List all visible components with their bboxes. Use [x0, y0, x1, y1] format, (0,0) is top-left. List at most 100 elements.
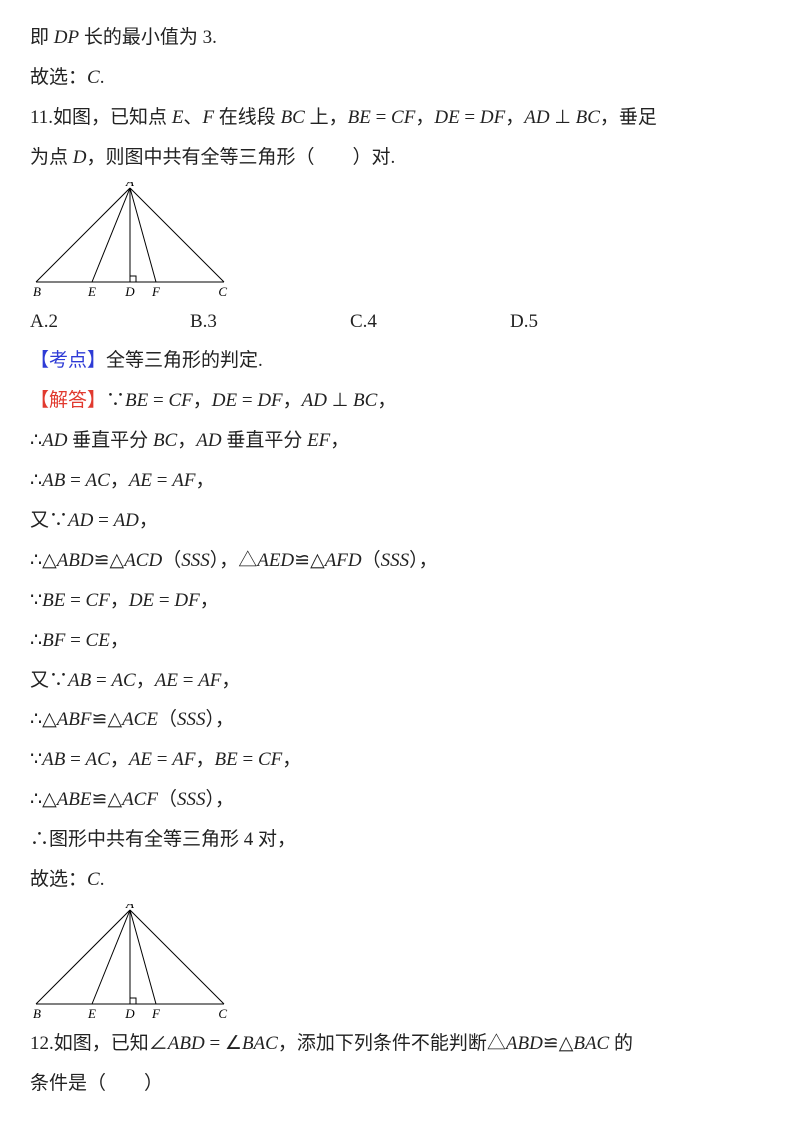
txt: 又∵ — [30, 510, 68, 531]
txt: ，则图中共有全等三角形（ ）对. — [87, 147, 396, 168]
txt: ⊥ — [550, 107, 576, 128]
s10: ∵AB = AC，AE = AF，BE = CF， — [30, 740, 763, 780]
var: ACD — [124, 550, 162, 571]
var: CF — [86, 590, 110, 611]
txt: 长的最小值为 3. — [79, 27, 217, 48]
txt: ，垂足 — [600, 107, 657, 128]
txt: 在线段 — [214, 107, 281, 128]
var: AC — [86, 470, 110, 491]
var: ABD — [168, 1033, 205, 1054]
txt: = — [65, 470, 85, 491]
txt: ， — [136, 670, 155, 691]
txt: ， — [110, 470, 129, 491]
txt: （ — [158, 789, 177, 810]
txt: = — [91, 670, 111, 691]
txt: = — [152, 470, 172, 491]
txt: ∴△ — [30, 789, 57, 810]
var: ACE — [122, 709, 158, 730]
txt: ， — [110, 630, 129, 651]
var: AED — [257, 550, 294, 571]
txt: ⊥ — [327, 390, 353, 411]
txt: ）， — [205, 789, 234, 810]
txt: （ — [162, 550, 181, 571]
txt: ≌△ — [92, 789, 123, 810]
var: AB — [42, 470, 65, 491]
q11-line1: 11.如图，已知点 E、F 在线段 BC 上，BE = CF，DE = DF，A… — [30, 98, 763, 138]
svg-text:F: F — [151, 1006, 161, 1021]
s11: ∴△ABE≌△ACF（SSS）， — [30, 780, 763, 820]
txt: = — [237, 390, 257, 411]
s12: ∴图形中共有全等三角形 4 对， — [30, 820, 763, 860]
jieda: 【解答】∵BE = CF，DE = DF，AD ⊥ BC， — [30, 381, 763, 421]
txt: = — [93, 510, 113, 531]
txt: ， — [193, 390, 212, 411]
var: CF — [168, 390, 192, 411]
var: AD — [196, 430, 221, 451]
kaodian-label: 【考点】 — [30, 350, 106, 371]
var: DF — [174, 590, 199, 611]
var: AD — [524, 107, 549, 128]
txt: 为点 — [30, 147, 73, 168]
txt: ≌△ — [294, 550, 325, 571]
qnum: 11. — [30, 107, 53, 128]
var: DF — [257, 390, 282, 411]
page: 即 DP 长的最小值为 3. 故选：C. 11.如图，已知点 E、F 在线段 B… — [0, 0, 793, 1124]
var: SSS — [177, 709, 206, 730]
txt: 垂直平分 — [222, 430, 308, 451]
var: ABF — [57, 709, 92, 730]
var: E — [172, 107, 184, 128]
var: F — [202, 107, 214, 128]
var: DP — [54, 27, 79, 48]
txt: 上， — [305, 107, 348, 128]
txt: ）， — [205, 709, 234, 730]
var: AD — [302, 390, 327, 411]
txt: 的 — [609, 1033, 633, 1054]
answer: C — [87, 869, 100, 890]
txt: 如图，已知点 — [53, 107, 172, 128]
txt: ， — [282, 749, 301, 770]
opt-c: C.4 — [350, 302, 510, 342]
var: CE — [86, 630, 110, 651]
txt: ， — [195, 749, 214, 770]
triangle-diagram: ABCEDF — [30, 904, 230, 1022]
opt-a: A.2 — [30, 302, 190, 342]
kaodian: 【考点】全等三角形的判定. — [30, 341, 763, 381]
q12-line1: 12.如图，已知∠ABD = ∠BAC，添加下列条件不能判断△ABD≌△BAC … — [30, 1024, 763, 1064]
txt: = ∠ — [205, 1033, 242, 1054]
triangle-diagram: ABCEDF — [30, 182, 230, 300]
txt: ， — [110, 590, 129, 611]
var: BE — [215, 749, 238, 770]
txt: ， — [505, 107, 524, 128]
txt: = — [148, 390, 168, 411]
txt: ， — [195, 470, 214, 491]
txt: ， — [200, 590, 219, 611]
var: AFD — [325, 550, 362, 571]
s4: 又∵AD = AD， — [30, 501, 763, 541]
svg-text:A: A — [125, 182, 134, 189]
txt: ∴ — [30, 430, 42, 451]
txt: ∵ — [30, 749, 42, 770]
var: BC — [281, 107, 305, 128]
txt: ）， — [409, 550, 438, 571]
txt: ∴ — [30, 630, 42, 651]
txt: = — [154, 590, 174, 611]
var: AF — [172, 470, 195, 491]
var: BF — [42, 630, 65, 651]
txt: （ — [158, 709, 177, 730]
q11-line2: 为点 D，则图中共有全等三角形（ ）对. — [30, 138, 763, 178]
txt: = — [178, 670, 198, 691]
var: AB — [68, 670, 91, 691]
q11-figure: ABCEDF — [30, 178, 763, 302]
txt: 即 — [30, 27, 54, 48]
txt: ， — [283, 390, 302, 411]
txt: 垂直平分 — [67, 430, 153, 451]
var: BAC — [242, 1033, 278, 1054]
var: BAC — [573, 1033, 609, 1054]
var: SSS — [181, 550, 210, 571]
txt: ∴ — [30, 470, 42, 491]
s6: ∵BE = CF，DE = DF， — [30, 581, 763, 621]
var: BE — [125, 390, 148, 411]
var: BE — [42, 590, 65, 611]
jieda-label: 【解答】 — [30, 390, 106, 411]
var: DF — [480, 107, 505, 128]
